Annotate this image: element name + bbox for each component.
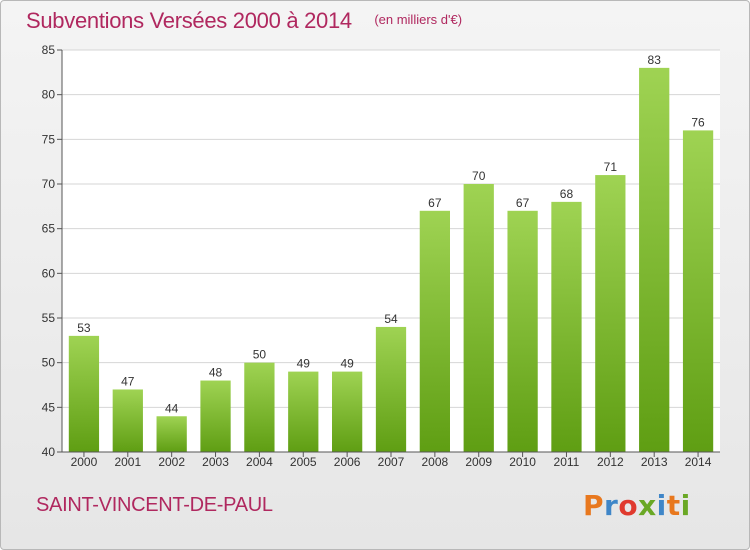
bar — [682, 130, 714, 452]
bar-value-label: 48 — [209, 366, 223, 380]
bar-value-label: 44 — [165, 401, 179, 415]
bar — [200, 380, 231, 452]
bar-value-label: 54 — [384, 312, 398, 326]
x-tick-label: 2014 — [685, 455, 712, 469]
bar-value-label: 49 — [340, 357, 354, 371]
bar-value-label: 50 — [253, 348, 267, 362]
x-tick-label: 2004 — [246, 455, 273, 469]
logo-letter: o — [618, 489, 639, 522]
x-tick-label: 2000 — [71, 455, 98, 469]
logo-letter: x — [638, 489, 657, 522]
bar — [244, 362, 275, 452]
commune-name: SAINT-VINCENT-DE-PAUL — [36, 494, 273, 516]
y-tick-label: 75 — [42, 132, 56, 146]
bar-value-label: 47 — [121, 374, 135, 388]
y-tick-label: 45 — [42, 400, 56, 414]
bar-value-label: 67 — [516, 196, 530, 210]
x-tick-label: 2013 — [641, 455, 668, 469]
logo-letter: t — [666, 489, 681, 522]
bar-value-label: 53 — [77, 321, 91, 335]
logo-letter: P — [583, 489, 605, 522]
y-tick-label: 50 — [42, 356, 56, 370]
chart-unit: (en milliers d'€) — [374, 12, 463, 27]
bar — [463, 184, 494, 452]
x-tick-label: 2008 — [422, 455, 449, 469]
bar — [419, 210, 451, 452]
x-tick-label: 2010 — [509, 455, 536, 469]
bar-value-label: 67 — [428, 196, 442, 210]
y-tick-label: 55 — [42, 311, 56, 325]
x-tick-label: 2011 — [554, 455, 580, 469]
bar — [595, 175, 626, 453]
x-tick-label: 2003 — [202, 455, 229, 469]
bar-value-label: 49 — [297, 357, 311, 371]
bar-value-label: 71 — [604, 160, 618, 174]
x-tick-label: 2012 — [597, 455, 624, 469]
x-tick-label: 2006 — [334, 455, 361, 469]
title-row: Subventions Versées 2000 à 2014 (en mill… — [26, 8, 462, 34]
chart-title: Subventions Versées 2000 à 2014 — [26, 8, 352, 33]
logo-letter: r — [604, 489, 619, 522]
x-tick-label: 2001 — [114, 455, 141, 469]
bar — [551, 201, 582, 452]
bar — [639, 67, 670, 452]
bar — [375, 326, 407, 452]
bar — [507, 210, 538, 452]
y-tick-label: 60 — [42, 266, 56, 280]
y-tick-label: 80 — [42, 88, 56, 102]
bar — [156, 416, 187, 452]
x-tick-label: 2005 — [290, 455, 317, 469]
bar — [112, 389, 143, 452]
x-tick-label: 2009 — [465, 455, 492, 469]
bar — [331, 371, 363, 452]
y-tick-label: 40 — [42, 445, 56, 459]
y-tick-label: 85 — [42, 43, 56, 57]
x-tick-label: 2007 — [378, 455, 405, 469]
logo-letter: i — [656, 489, 667, 522]
bar-value-label: 76 — [691, 115, 705, 129]
bar-value-label: 83 — [648, 53, 662, 67]
x-tick-label: 2002 — [158, 455, 185, 469]
bar-value-label: 70 — [472, 169, 486, 183]
logo-letter: i — [680, 489, 691, 522]
labels: 40 45 50 55 60 65 70 75 80 85 53 2000 47 2001 44 2002 48… — [42, 43, 712, 469]
bar — [68, 335, 100, 452]
bar-value-label: 68 — [560, 187, 574, 201]
y-tick-label: 65 — [42, 222, 56, 236]
bars — [68, 67, 714, 453]
y-tick-label: 70 — [42, 177, 56, 191]
bar — [288, 371, 319, 452]
proxiti-logo[interactable]: Proxiti — [583, 489, 691, 522]
